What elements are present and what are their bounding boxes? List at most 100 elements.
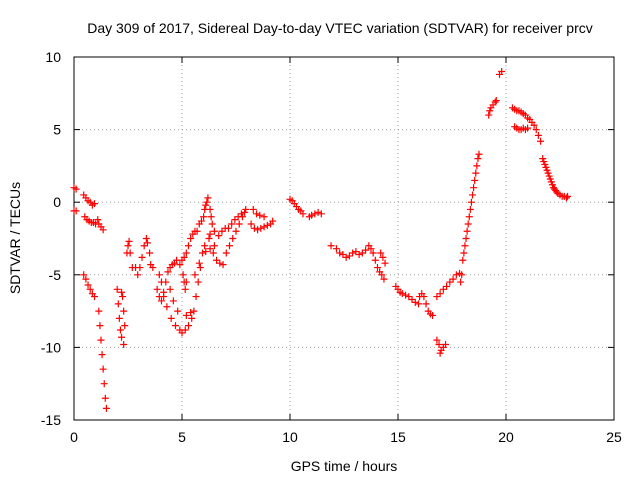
data-point xyxy=(181,285,189,293)
data-point xyxy=(82,275,90,283)
data-point xyxy=(435,340,443,348)
data-point xyxy=(530,121,538,129)
y-axis-label: SDTVAR / TECUs xyxy=(7,182,23,294)
data-point xyxy=(102,404,110,412)
data-point xyxy=(458,271,466,279)
data-point xyxy=(113,285,121,293)
data-point xyxy=(164,268,172,276)
data-point xyxy=(155,271,163,279)
data-point xyxy=(91,200,99,208)
data-point xyxy=(138,253,146,261)
y-tick-label: -5 xyxy=(49,267,62,283)
data-point xyxy=(378,271,386,279)
data-point xyxy=(182,249,190,257)
data-point xyxy=(299,210,307,218)
data-point xyxy=(192,293,200,301)
data-point xyxy=(442,340,450,348)
data-point xyxy=(208,220,216,228)
data-point xyxy=(142,235,150,242)
data-point xyxy=(222,249,230,257)
data-point xyxy=(219,261,227,269)
data-point xyxy=(174,307,182,315)
data-point xyxy=(194,278,202,286)
data-point xyxy=(101,394,109,402)
data-point xyxy=(349,249,357,257)
data-point xyxy=(459,256,467,264)
data-point xyxy=(224,224,232,232)
chart-title: Day 309 of 2017, Sidereal Day-to-day VTE… xyxy=(87,20,593,36)
data-point xyxy=(167,314,175,322)
data-point xyxy=(537,137,545,145)
data-point xyxy=(182,278,190,286)
y-tick-label: 10 xyxy=(45,49,61,65)
data-point xyxy=(433,336,441,344)
y-tick-label: 5 xyxy=(53,122,61,138)
data-point xyxy=(121,322,129,330)
data-point xyxy=(461,242,469,250)
data-point xyxy=(99,226,107,234)
data-point xyxy=(184,322,192,330)
data-point xyxy=(187,309,195,317)
data-point xyxy=(457,278,465,286)
data-point xyxy=(336,249,344,257)
data-point xyxy=(532,126,540,134)
data-point xyxy=(184,242,192,250)
data-point xyxy=(95,307,103,315)
data-point xyxy=(260,223,268,231)
data-point xyxy=(206,230,214,238)
data-point xyxy=(160,288,168,296)
data-point xyxy=(91,293,99,301)
data-point xyxy=(474,155,482,163)
data-point xyxy=(562,194,570,202)
data-point xyxy=(179,271,187,279)
data-point xyxy=(100,380,108,388)
x-tick-label: 5 xyxy=(178,429,186,445)
data-point xyxy=(470,184,478,192)
data-point xyxy=(342,253,350,261)
data-point xyxy=(380,275,388,283)
data-point xyxy=(80,271,88,279)
data-point xyxy=(176,261,184,269)
x-tick-label: 0 xyxy=(70,429,78,445)
data-point xyxy=(190,307,198,315)
data-point xyxy=(206,205,214,213)
data-point xyxy=(216,259,224,267)
data-point xyxy=(466,205,474,213)
data-point xyxy=(460,249,468,257)
data-point xyxy=(355,250,363,258)
data-point xyxy=(362,246,370,254)
data-point xyxy=(371,256,379,264)
data-point xyxy=(411,298,419,306)
data-point xyxy=(485,111,493,119)
data-point xyxy=(471,176,479,184)
data-point xyxy=(99,365,107,373)
data-point xyxy=(253,210,261,218)
data-point xyxy=(196,264,204,272)
x-axis-label: GPS time / hours xyxy=(291,458,398,474)
data-point xyxy=(247,220,255,228)
data-point xyxy=(311,210,319,218)
data-point xyxy=(436,349,444,357)
data-point xyxy=(475,150,483,158)
data-point xyxy=(498,68,506,76)
data-point xyxy=(199,249,207,257)
data-point xyxy=(564,192,572,200)
data-point xyxy=(367,245,375,253)
plot-frame xyxy=(73,56,615,421)
data-point xyxy=(467,198,475,206)
data-point xyxy=(200,213,208,221)
data-point xyxy=(201,242,209,250)
data-point xyxy=(492,97,500,105)
data-point xyxy=(462,235,470,242)
data-point xyxy=(229,235,237,242)
data-point xyxy=(116,326,124,334)
data-point xyxy=(72,185,80,193)
data-point xyxy=(72,207,80,215)
data-point xyxy=(524,124,532,132)
data-point xyxy=(143,239,151,247)
data-point xyxy=(180,253,188,261)
data-point xyxy=(215,232,223,240)
data-point xyxy=(242,205,250,213)
data-point xyxy=(84,281,92,289)
